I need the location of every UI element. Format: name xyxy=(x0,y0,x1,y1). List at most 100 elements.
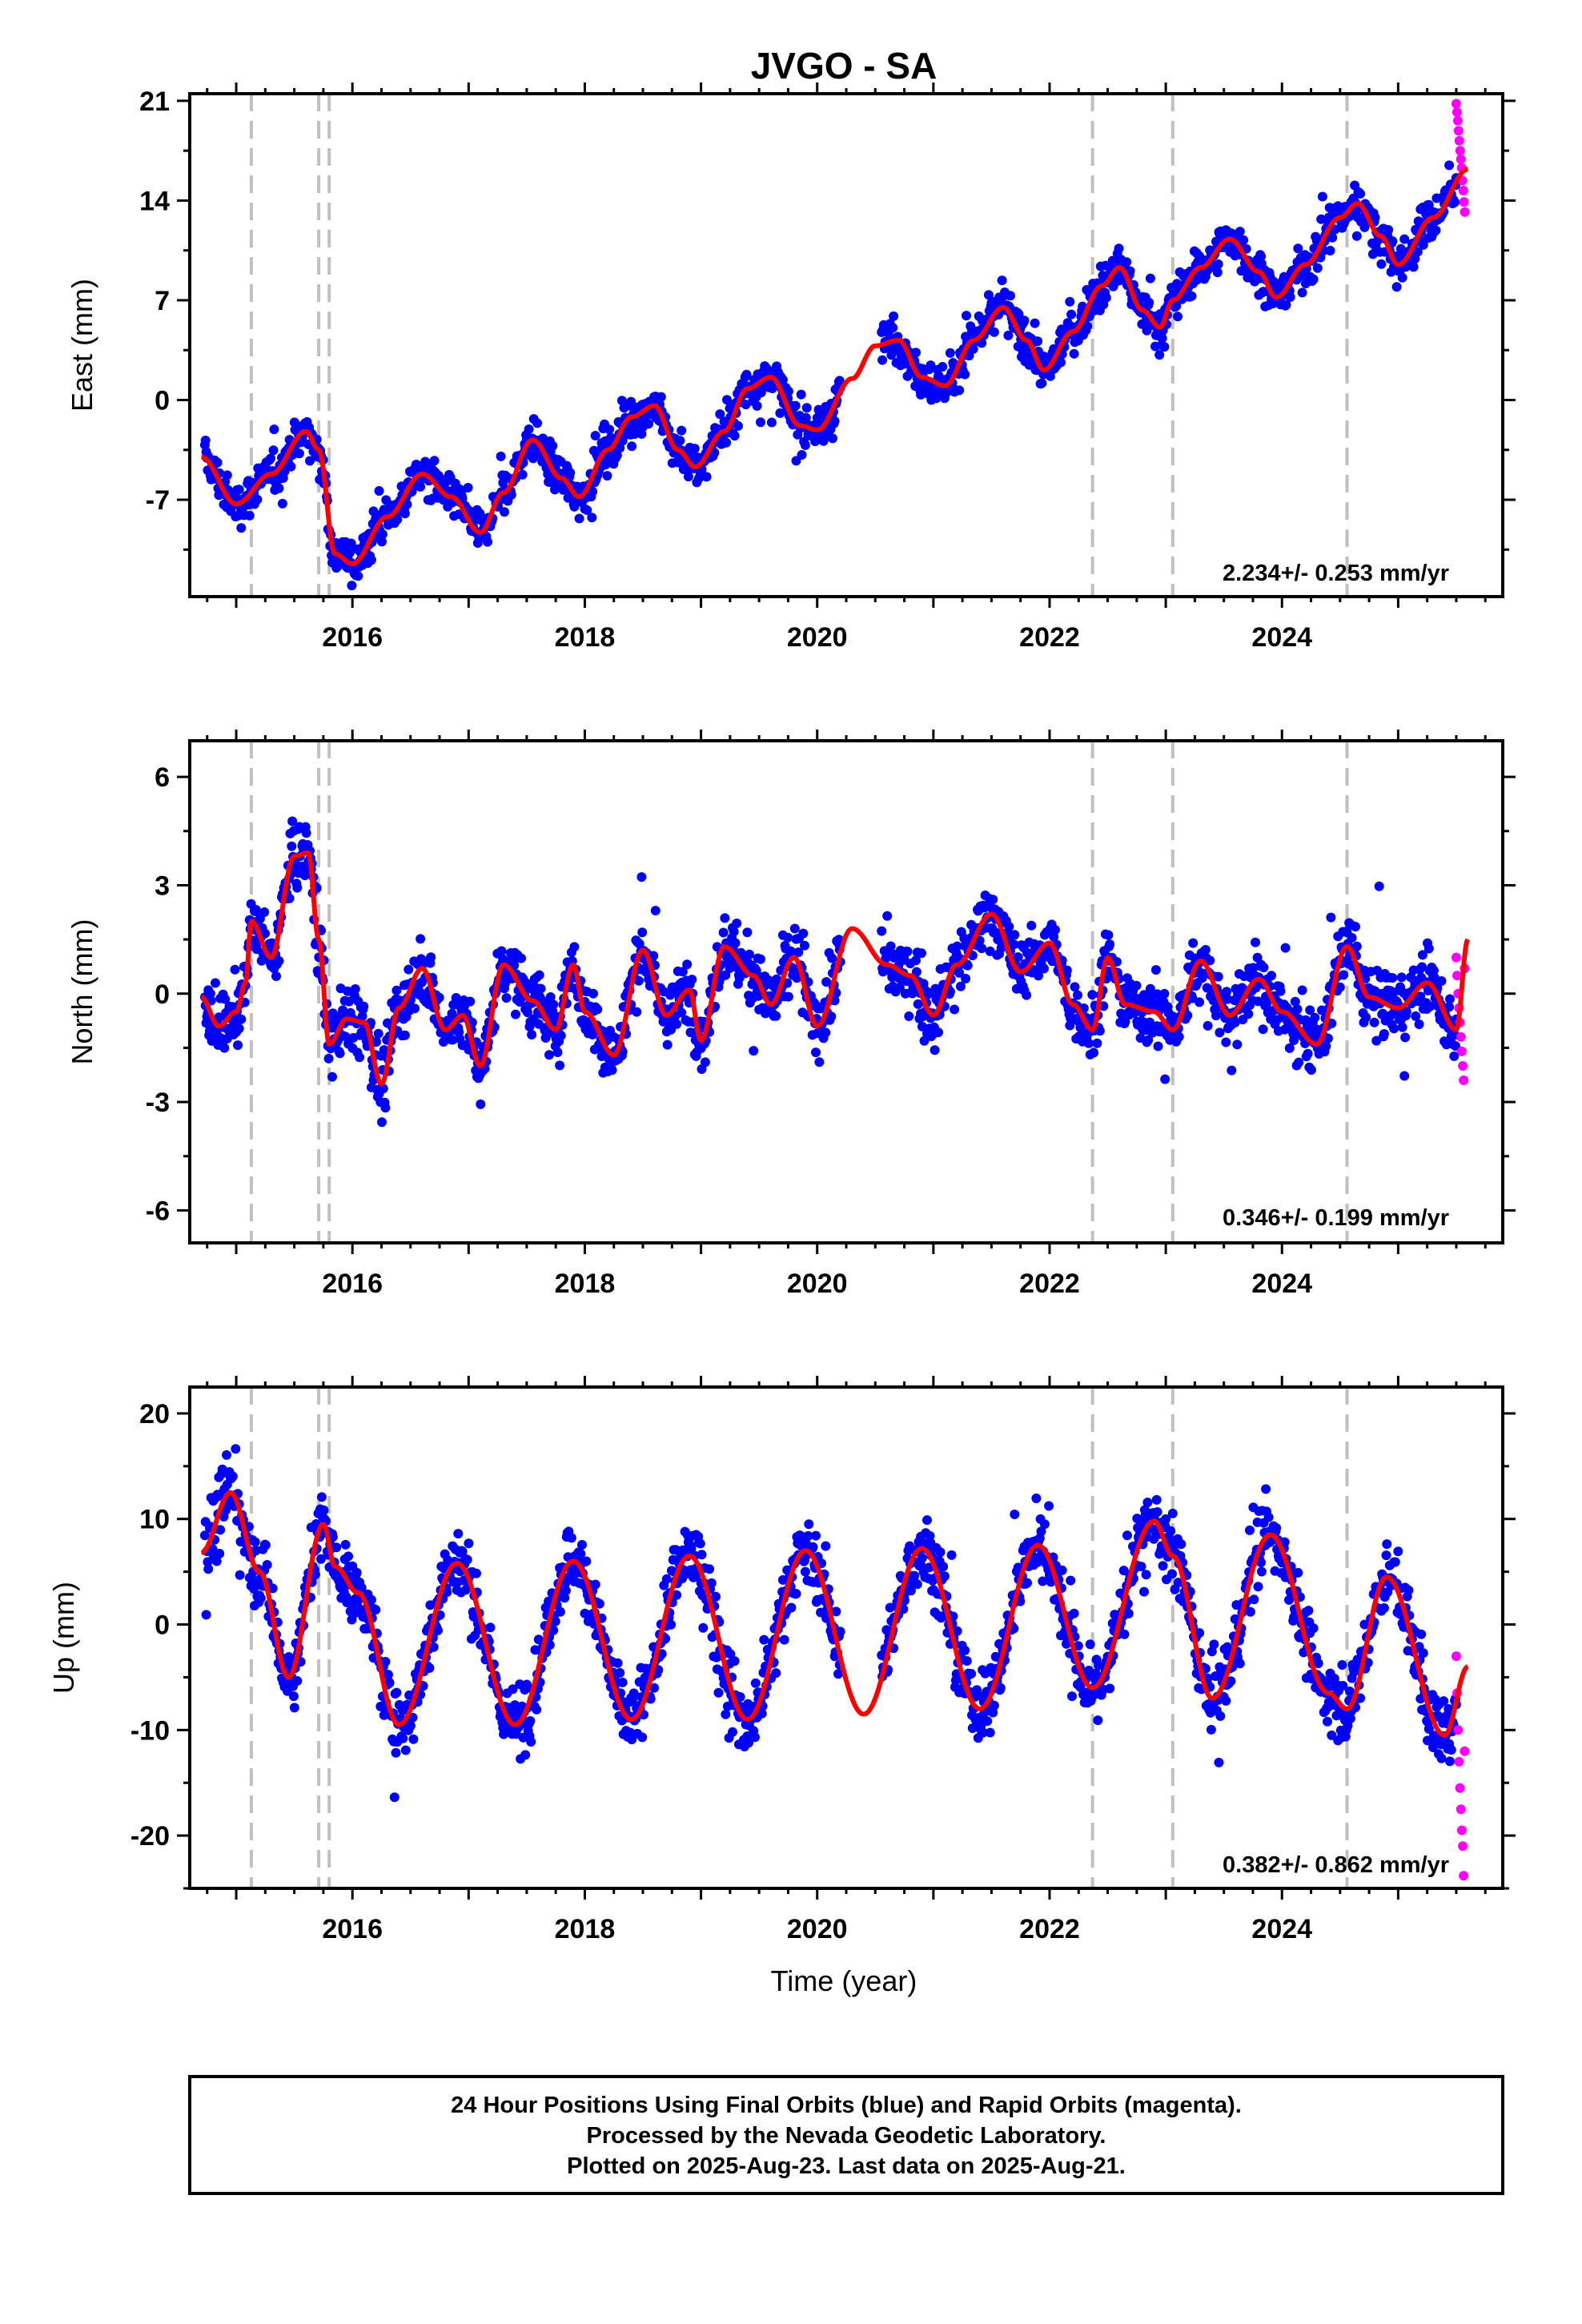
data-point xyxy=(1066,1575,1076,1586)
data-point xyxy=(1235,227,1245,237)
rapid-point xyxy=(1458,1061,1468,1071)
data-point xyxy=(485,1622,496,1633)
rapid-point xyxy=(1451,99,1461,109)
data-point xyxy=(909,1570,920,1581)
data-point xyxy=(827,953,837,963)
data-point xyxy=(745,949,754,959)
data-point xyxy=(922,1515,932,1526)
data-point xyxy=(750,1732,760,1743)
data-point xyxy=(1339,970,1349,980)
data-point xyxy=(534,970,544,980)
data-point xyxy=(946,1550,957,1560)
data-point xyxy=(269,424,279,435)
data-point xyxy=(1039,1519,1050,1530)
rapid-point xyxy=(1451,952,1461,963)
data-point xyxy=(506,489,516,500)
data-point xyxy=(1150,965,1161,975)
data-point xyxy=(1105,1683,1115,1694)
rapid-point xyxy=(1452,115,1463,126)
data-point xyxy=(1159,342,1170,352)
data-point xyxy=(255,1593,266,1603)
y-tick-label: -7 xyxy=(146,485,170,516)
data-point xyxy=(220,994,231,1004)
data-point xyxy=(917,364,927,374)
x-tick-label: 2018 xyxy=(555,622,616,653)
data-point xyxy=(251,905,261,915)
data-point xyxy=(902,947,913,957)
data-point xyxy=(1387,973,1398,983)
data-point xyxy=(556,1031,566,1041)
data-point xyxy=(416,934,426,944)
data-point xyxy=(721,437,732,448)
data-point xyxy=(1259,963,1269,973)
data-point xyxy=(1391,282,1402,292)
data-point xyxy=(429,456,440,466)
data-point xyxy=(371,1605,381,1615)
data-point xyxy=(1327,232,1338,243)
rate-text: 2.234+/- 0.253 mm/yr xyxy=(1223,561,1449,586)
rapid-point xyxy=(1453,126,1464,136)
data-point xyxy=(1070,982,1080,992)
data-point xyxy=(1203,1020,1213,1031)
data-point xyxy=(274,483,284,493)
data-point xyxy=(1160,1074,1170,1084)
data-point xyxy=(800,1566,810,1577)
data-point xyxy=(353,571,363,581)
data-point xyxy=(259,907,270,917)
data-point xyxy=(771,1011,781,1021)
data-point xyxy=(1114,243,1124,254)
rapid-point xyxy=(1456,1031,1466,1042)
data-point xyxy=(637,1732,648,1743)
data-point xyxy=(1215,1027,1225,1038)
data-point xyxy=(1412,247,1423,257)
data-point xyxy=(350,984,360,994)
data-point xyxy=(1399,1071,1410,1081)
data-point xyxy=(532,418,543,428)
data-point xyxy=(954,385,965,396)
data-point xyxy=(1267,971,1277,981)
data-point xyxy=(1089,1047,1099,1058)
y-tick-label: 21 xyxy=(139,86,170,117)
data-point xyxy=(771,1668,781,1679)
data-point xyxy=(1399,234,1410,244)
data-point xyxy=(1293,243,1303,254)
data-point xyxy=(368,506,379,517)
data-point xyxy=(400,1745,411,1755)
data-point xyxy=(786,1602,797,1613)
data-point xyxy=(729,1656,740,1667)
data-point xyxy=(520,1750,531,1760)
x-tick-label: 2020 xyxy=(787,622,848,653)
data-point xyxy=(1030,318,1040,328)
rapid-point xyxy=(1459,1076,1469,1085)
data-point xyxy=(1431,225,1441,235)
data-point xyxy=(1031,1494,1042,1503)
data-point xyxy=(811,1047,821,1058)
data-point xyxy=(1450,197,1460,207)
data-point xyxy=(222,470,232,480)
model-curve xyxy=(200,167,1469,567)
data-point xyxy=(889,311,899,321)
data-point xyxy=(214,1012,224,1023)
data-point xyxy=(1297,985,1307,995)
data-point xyxy=(1159,988,1170,999)
rate-text: 0.346+/- 0.199 mm/yr xyxy=(1223,1205,1449,1231)
data-point xyxy=(476,1099,486,1109)
y-tick-label: 3 xyxy=(155,870,170,901)
data-point xyxy=(752,400,762,411)
data-point xyxy=(377,529,387,540)
data-point xyxy=(1157,333,1167,344)
data-point xyxy=(1014,309,1024,320)
data-point xyxy=(284,893,295,903)
data-point xyxy=(1355,189,1366,199)
data-point xyxy=(615,1667,625,1678)
data-point xyxy=(1436,976,1447,986)
data-point xyxy=(834,376,845,386)
data-point xyxy=(548,999,559,1010)
data-point xyxy=(926,360,936,371)
data-point xyxy=(377,537,387,547)
data-point xyxy=(930,1045,940,1055)
data-point xyxy=(1275,986,1286,996)
plot-area xyxy=(199,741,1471,1243)
x-tick-label: 2016 xyxy=(322,622,383,653)
